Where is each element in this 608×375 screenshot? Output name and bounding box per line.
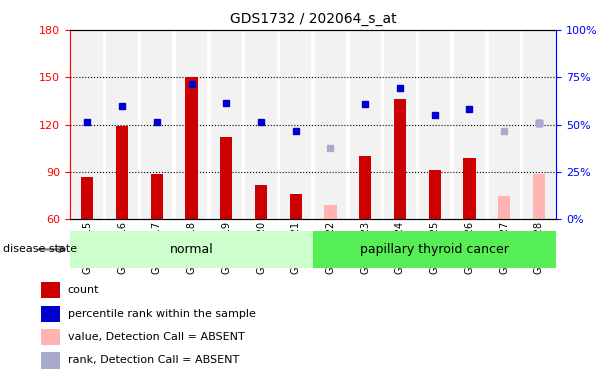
Bar xyxy=(463,158,475,219)
Bar xyxy=(454,30,485,219)
Bar xyxy=(41,352,61,369)
Bar xyxy=(533,174,545,219)
Bar xyxy=(106,30,137,219)
Bar xyxy=(210,30,242,219)
Bar xyxy=(419,30,451,219)
Text: papillary thyroid cancer: papillary thyroid cancer xyxy=(361,243,509,256)
Bar xyxy=(72,30,103,219)
Bar xyxy=(246,30,277,219)
Bar xyxy=(359,156,371,219)
Text: GSM85215: GSM85215 xyxy=(82,221,92,274)
Text: GSM85226: GSM85226 xyxy=(465,221,474,274)
Bar xyxy=(116,126,128,219)
Bar xyxy=(523,30,554,219)
Text: percentile rank within the sample: percentile rank within the sample xyxy=(67,309,255,319)
Text: GSM85223: GSM85223 xyxy=(360,221,370,274)
Text: disease state: disease state xyxy=(3,244,77,254)
Bar xyxy=(384,30,416,219)
Bar xyxy=(394,99,406,219)
Text: GSM85218: GSM85218 xyxy=(187,221,196,274)
Text: GSM85219: GSM85219 xyxy=(221,221,231,274)
Bar xyxy=(280,30,311,219)
Text: GSM85221: GSM85221 xyxy=(291,221,301,274)
Text: value, Detection Call = ABSENT: value, Detection Call = ABSENT xyxy=(67,332,244,342)
Bar xyxy=(41,306,61,322)
Bar xyxy=(81,177,94,219)
Bar xyxy=(350,30,381,219)
Bar xyxy=(255,184,267,219)
Bar xyxy=(176,30,207,219)
Bar xyxy=(185,77,198,219)
Bar xyxy=(70,231,313,268)
Bar xyxy=(220,137,232,219)
Bar xyxy=(315,30,346,219)
Text: rank, Detection Call = ABSENT: rank, Detection Call = ABSENT xyxy=(67,356,239,366)
Text: GSM85225: GSM85225 xyxy=(430,221,440,274)
Bar xyxy=(429,171,441,219)
Bar xyxy=(151,174,163,219)
Text: normal: normal xyxy=(170,243,213,256)
Bar xyxy=(41,329,61,345)
Text: GSM85217: GSM85217 xyxy=(152,221,162,274)
Title: GDS1732 / 202064_s_at: GDS1732 / 202064_s_at xyxy=(230,12,396,26)
Bar xyxy=(141,30,173,219)
Text: GSM85228: GSM85228 xyxy=(534,221,544,274)
Text: GSM85222: GSM85222 xyxy=(325,221,336,274)
Bar xyxy=(313,231,556,268)
Text: GSM85220: GSM85220 xyxy=(256,221,266,274)
Bar xyxy=(289,194,302,219)
Bar xyxy=(498,196,510,219)
Bar xyxy=(41,282,61,298)
Text: count: count xyxy=(67,285,99,295)
Bar xyxy=(325,205,337,219)
Bar xyxy=(489,30,520,219)
Text: GSM85216: GSM85216 xyxy=(117,221,127,274)
Text: GSM85224: GSM85224 xyxy=(395,221,405,274)
Text: GSM85227: GSM85227 xyxy=(499,221,510,274)
